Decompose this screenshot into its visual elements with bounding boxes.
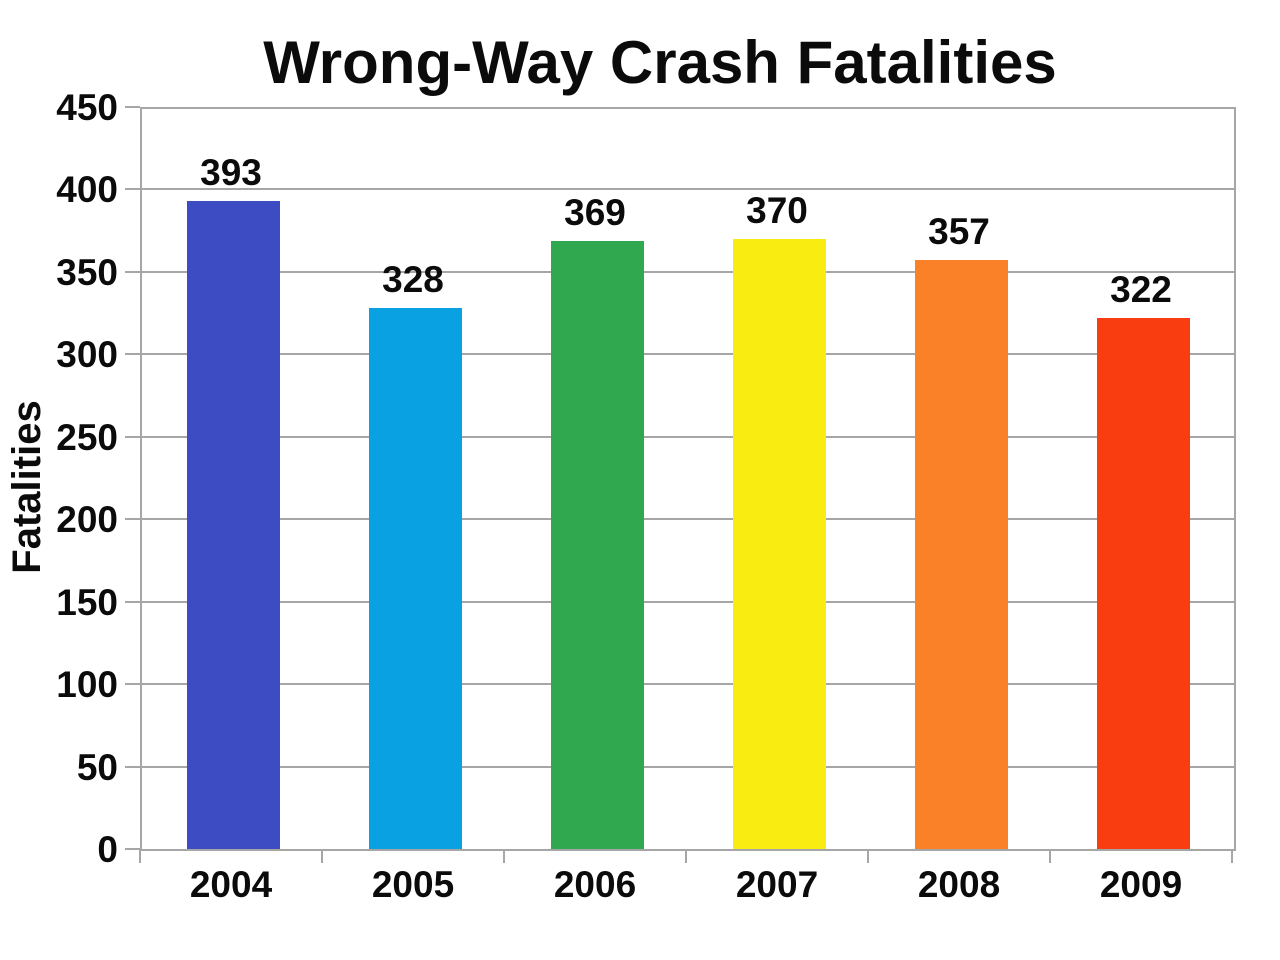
- gridline-250: [142, 435, 1234, 438]
- gridline-300: [142, 353, 1234, 356]
- y-tick-mark-300: [125, 353, 140, 356]
- bar-2009: [1096, 318, 1190, 849]
- x-tick-mark-1: [321, 849, 323, 863]
- y-tick-label-400: 400: [56, 169, 118, 211]
- y-tick-mark-450: [125, 106, 140, 108]
- y-tick-mark-200: [125, 518, 140, 521]
- y-tick-mark-50: [125, 765, 140, 768]
- bar-value-label-2004: 393: [200, 151, 262, 193]
- x-tick-mark-2: [503, 849, 505, 863]
- x-tick-mark-3: [685, 849, 687, 863]
- bar-value-label-2005: 328: [382, 259, 444, 301]
- x-tick-mark-6: [1231, 849, 1233, 863]
- y-tick-label-100: 100: [56, 664, 118, 706]
- bar-2004: [186, 201, 280, 849]
- gridline-400: [142, 188, 1234, 191]
- x-tick-label-2007: 2007: [735, 864, 819, 905]
- bar-2008: [914, 260, 1008, 849]
- gridline-200: [142, 518, 1234, 521]
- bar-value-label-2009: 322: [1110, 269, 1172, 311]
- x-tick-label-2006: 2006: [553, 864, 637, 905]
- y-tick-mark-350: [125, 270, 140, 273]
- gridline-100: [142, 683, 1234, 686]
- plot-area: [140, 107, 1236, 851]
- y-tick-label-50: 50: [76, 746, 118, 788]
- gridline-150: [142, 600, 1234, 603]
- y-tick-mark-150: [125, 600, 140, 603]
- gridline-350: [142, 270, 1234, 273]
- x-tick-mark-0: [139, 849, 141, 863]
- bar-2005: [368, 308, 462, 849]
- y-tick-label-0: 0: [97, 829, 118, 870]
- y-tick-label-150: 150: [56, 581, 118, 623]
- y-tick-mark-0: [125, 848, 140, 850]
- x-tick-label-2004: 2004: [189, 864, 273, 905]
- y-tick-mark-100: [125, 683, 140, 686]
- y-tick-label-350: 350: [56, 251, 118, 293]
- bar-value-label-2008: 357: [928, 211, 990, 253]
- y-tick-label-250: 250: [56, 416, 118, 458]
- bar-value-label-2007: 370: [746, 189, 808, 231]
- y-tick-mark-400: [125, 188, 140, 191]
- y-tick-label-200: 200: [56, 499, 118, 541]
- y-tick-label-300: 300: [56, 334, 118, 376]
- gridline-50: [142, 765, 1234, 768]
- y-tick-mark-250: [125, 435, 140, 438]
- y-tick-label-450: 450: [56, 87, 118, 128]
- gridline-450: [142, 107, 1234, 109]
- bar-2006: [550, 240, 644, 849]
- bar-value-label-2006: 369: [564, 191, 626, 233]
- bar-2007: [732, 238, 826, 849]
- x-tick-label-2005: 2005: [371, 864, 455, 905]
- x-tick-mark-4: [867, 849, 869, 863]
- x-tick-label-2008: 2008: [917, 864, 1001, 905]
- x-tick-label-2009: 2009: [1099, 864, 1183, 905]
- chart-title: Wrong-Way Crash Fatalities: [263, 29, 1057, 96]
- x-tick-mark-5: [1049, 849, 1051, 863]
